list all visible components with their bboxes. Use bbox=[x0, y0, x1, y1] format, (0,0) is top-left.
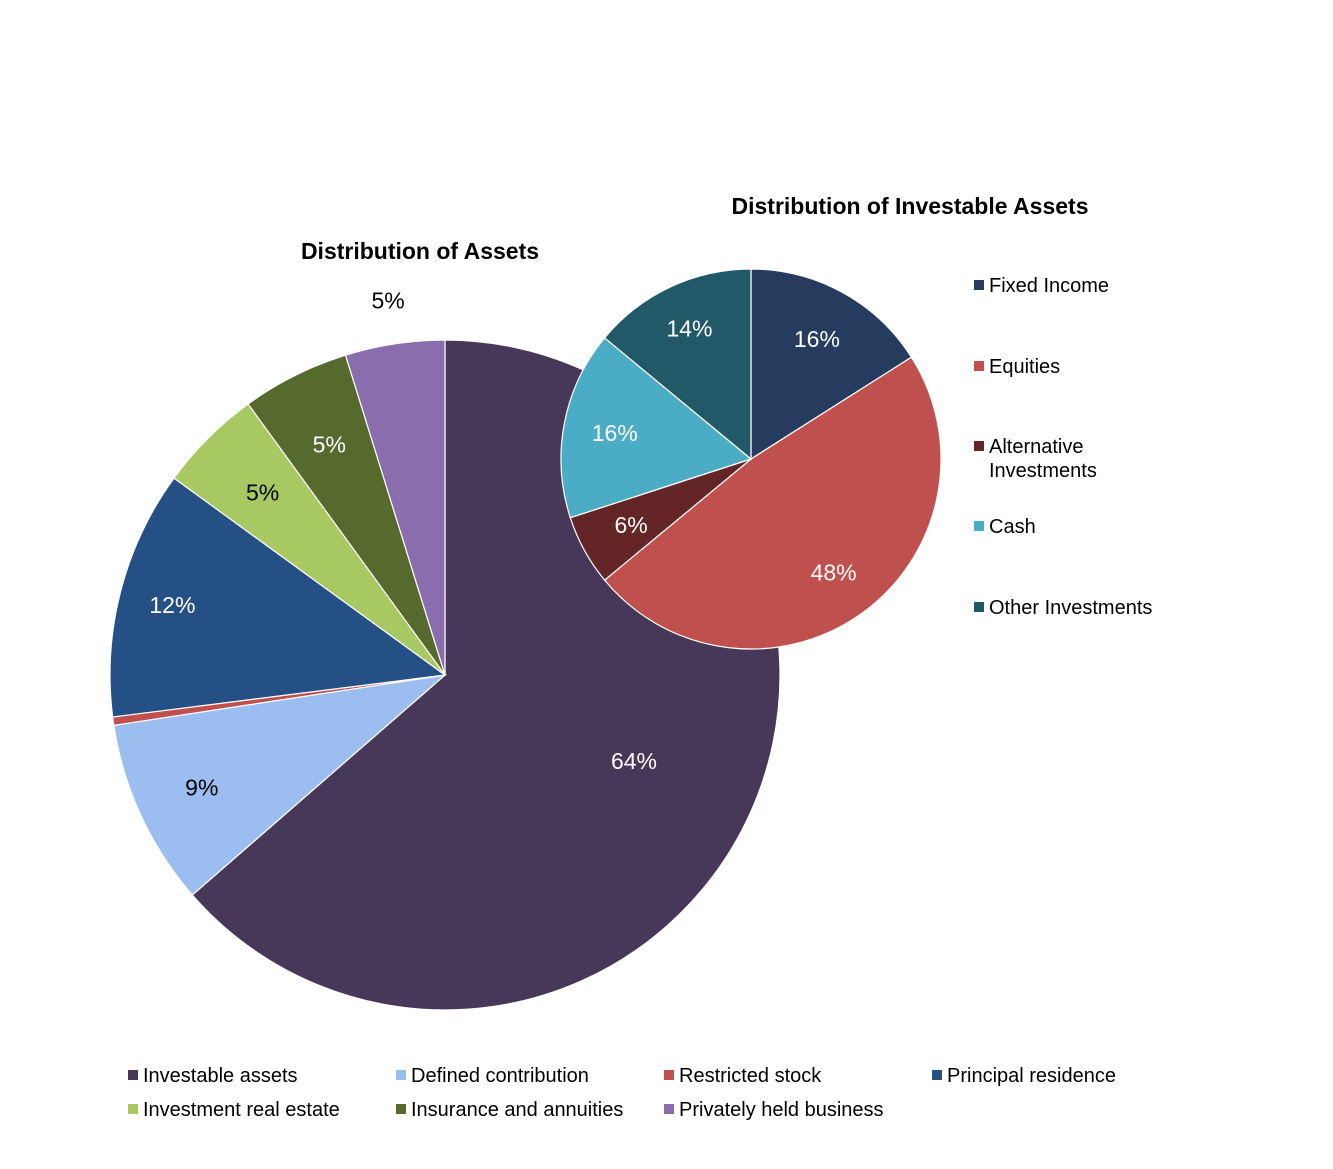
inset-data-label-fixed-income: 16% bbox=[794, 326, 840, 352]
inset-data-label-cash: 16% bbox=[592, 420, 638, 446]
inset-data-labels: 16% 48% 6% 16% 14% bbox=[592, 315, 857, 585]
main-legend-swatch-defined-contribution bbox=[396, 1070, 406, 1080]
inset-slice-other-investments bbox=[603, 268, 752, 461]
main-legend-swatch-insurance-and-annuities bbox=[396, 1104, 406, 1114]
main-legend-swatch-privately-held-business bbox=[664, 1104, 674, 1114]
main-data-label-privately-held-business: 5% bbox=[371, 288, 404, 314]
inset-legend-swatch-equities bbox=[974, 361, 984, 371]
main-legend-label-investable-assets: Investable assets bbox=[143, 1065, 298, 1087]
inset-legend-label-other-investments: Other Investments bbox=[989, 597, 1152, 619]
main-slice-privately-held-business bbox=[344, 339, 446, 676]
inset-legend-swatch-other-investments bbox=[974, 602, 984, 612]
main-data-label-defined-contribution: 9% bbox=[185, 775, 218, 801]
inset-legend-label-fixed-income: Fixed Income bbox=[989, 275, 1109, 297]
main-data-label-investable-assets: 64% bbox=[611, 748, 657, 774]
inset-legend-label-equities: Equities bbox=[989, 356, 1060, 378]
main-slice-principal-residence bbox=[109, 477, 447, 718]
main-slice-defined-contribution bbox=[113, 674, 447, 896]
inset-chart-title: Distribution of Investable Assets bbox=[732, 193, 1089, 219]
main-legend-label-principal-residence: Principal residence bbox=[947, 1065, 1116, 1087]
inset-slice-cash bbox=[560, 337, 753, 519]
inset-data-label-equities: 48% bbox=[811, 560, 857, 586]
inset-data-label-alternative-investments: 6% bbox=[614, 512, 647, 538]
main-legend-label-investment-real-estate: Investment real estate bbox=[143, 1099, 340, 1121]
inset-legend-swatch-fixed-income bbox=[974, 280, 984, 290]
main-legend-label-restricted-stock: Restricted stock bbox=[679, 1065, 822, 1087]
main-legend-label-insurance-and-annuities: Insurance and annuities bbox=[411, 1099, 623, 1121]
main-chart-title: Distribution of Assets bbox=[301, 238, 539, 264]
inset-legend-swatch-alternative-investments bbox=[974, 441, 984, 451]
main-data-labels: 64% 9% 12% 5% 5% 5% bbox=[149, 288, 657, 801]
main-data-label-insurance-and-annuities: 5% bbox=[313, 431, 346, 457]
inset-legend-label-alternative-investments-line-1: Alternative bbox=[989, 436, 1084, 458]
main-legend-label-privately-held-business: Privately held business bbox=[679, 1099, 884, 1121]
main-legend-label-defined-contribution: Defined contribution bbox=[411, 1065, 589, 1087]
main-data-label-investment-real-estate: 5% bbox=[246, 480, 279, 506]
inset-legend-swatch-cash bbox=[974, 521, 984, 531]
inset-legend-label-cash: Cash bbox=[989, 516, 1036, 538]
inset-pie bbox=[560, 268, 942, 650]
inset-data-label-other-investments: 14% bbox=[666, 315, 712, 341]
inset-legend: Fixed Income Equities AlternativeInvestmen… bbox=[974, 275, 1152, 619]
inset-slice-equities bbox=[603, 356, 942, 650]
inset-legend-label-alternative-investments-line-2: Investments bbox=[989, 460, 1097, 482]
main-legend-swatch-investable-assets bbox=[128, 1070, 138, 1080]
main-legend-swatch-restricted-stock bbox=[664, 1070, 674, 1080]
main-legend-swatch-investment-real-estate bbox=[128, 1104, 138, 1114]
main-data-label-principal-residence: 12% bbox=[149, 592, 195, 618]
main-legend-swatch-principal-residence bbox=[932, 1070, 942, 1080]
main-legend: Investable assets Defined contribution Res… bbox=[128, 1065, 1116, 1121]
inset-slice-fixed-income bbox=[750, 268, 913, 461]
